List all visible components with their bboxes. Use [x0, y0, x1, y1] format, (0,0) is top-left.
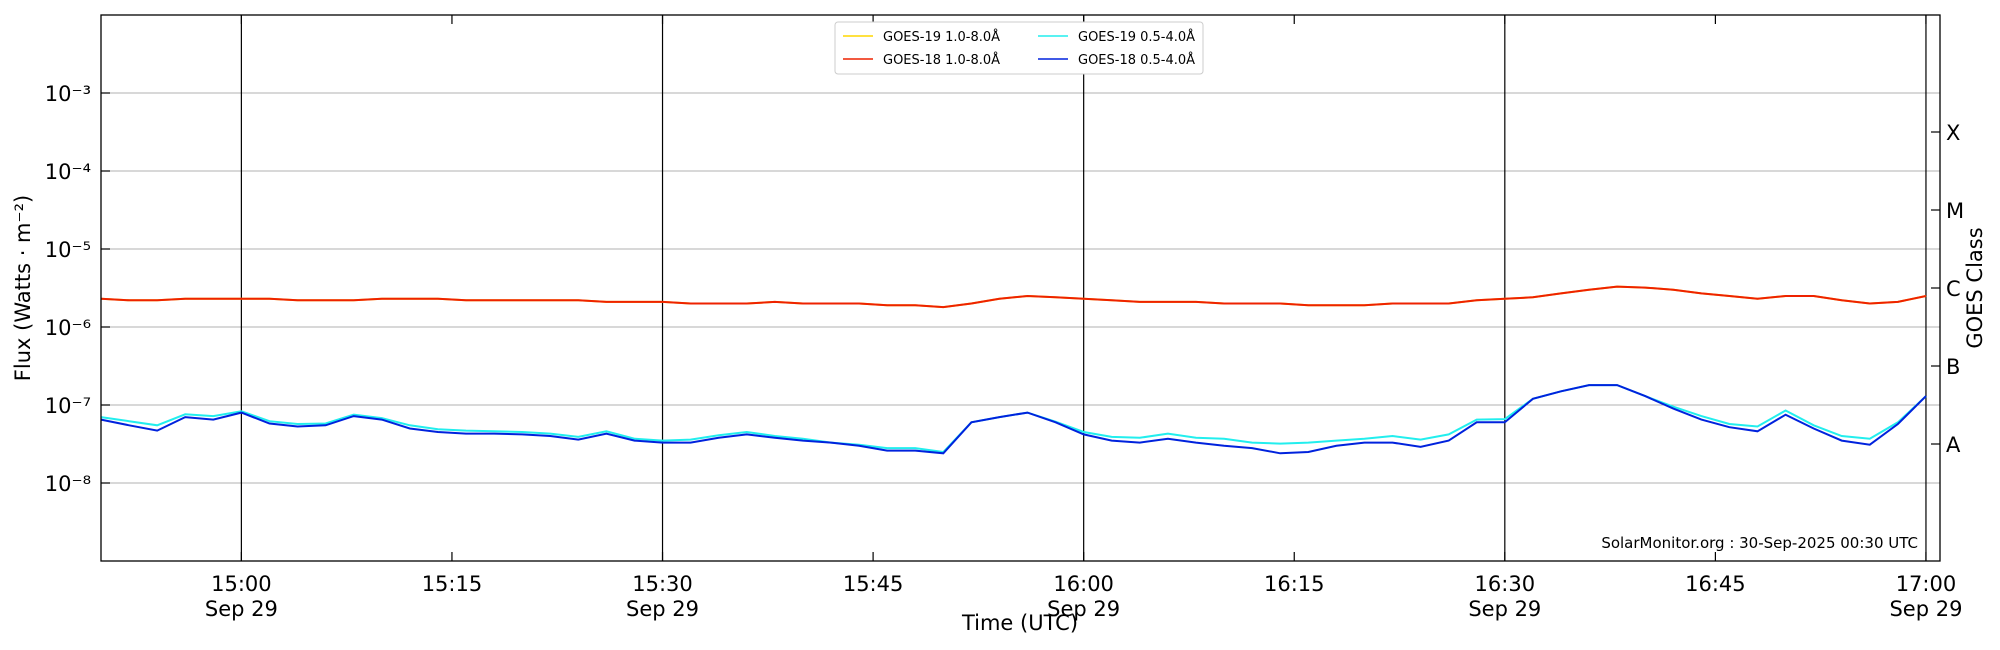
x-tick-label: 15:30 Sep 29 [626, 572, 699, 621]
x-tick-label: 17:00 Sep 29 [1889, 572, 1962, 621]
legend-label: GOES-19 0.5-4.0Å [1078, 29, 1195, 45]
y-tick-label: 10⁻⁸ [45, 472, 91, 496]
x-tick-label: 15:45 [843, 572, 904, 596]
series-line [100, 384, 1927, 455]
y2-tick-label: C [1946, 277, 1961, 301]
y-tick-label: 10⁻⁵ [45, 238, 91, 262]
legend-label: GOES-18 0.5-4.0Å [1078, 52, 1195, 68]
y2-tick-label: M [1946, 199, 1964, 223]
plot-frame [100, 14, 1941, 562]
y2-tick-label: B [1946, 355, 1960, 379]
x-axis-label: Time (UTC) [961, 611, 1078, 635]
y-tick-label: 10⁻³ [45, 82, 91, 106]
x-tick-label: 16:00 Sep 29 [1047, 572, 1120, 621]
x-tick-label: 16:15 [1264, 572, 1325, 596]
y-axis-label: Flux (Watts · m⁻²) [11, 195, 35, 381]
legend-label: GOES-19 1.0-8.0Å [883, 29, 1000, 45]
series-line [100, 285, 1927, 309]
x-tick-label: 16:30 Sep 29 [1468, 572, 1541, 621]
y2-tick-label: A [1946, 433, 1961, 457]
legend: GOES-19 1.0-8.0Å GOES-18 1.0-8.0Å GOES-19 … [834, 21, 1204, 75]
y2-tick-label: X [1946, 121, 1960, 145]
x-tick-label: 15:00 Sep 29 [205, 572, 278, 621]
x-tick-label: 15:15 [422, 572, 483, 596]
y-tick-label: 10⁻⁶ [45, 316, 91, 340]
footer: SolarMonitor.org : 30-Sep-2025 00:30 UTC [1601, 534, 1918, 552]
legend-label: GOES-18 1.0-8.0Å [883, 52, 1000, 68]
legend-box [834, 21, 1204, 75]
y-tick-label: 10⁻⁷ [45, 394, 91, 418]
y2-axis-label: GOES Class [1963, 227, 1987, 348]
y-tick-label: 10⁻⁴ [45, 160, 91, 184]
x-tick-label: 16:45 [1685, 572, 1746, 596]
